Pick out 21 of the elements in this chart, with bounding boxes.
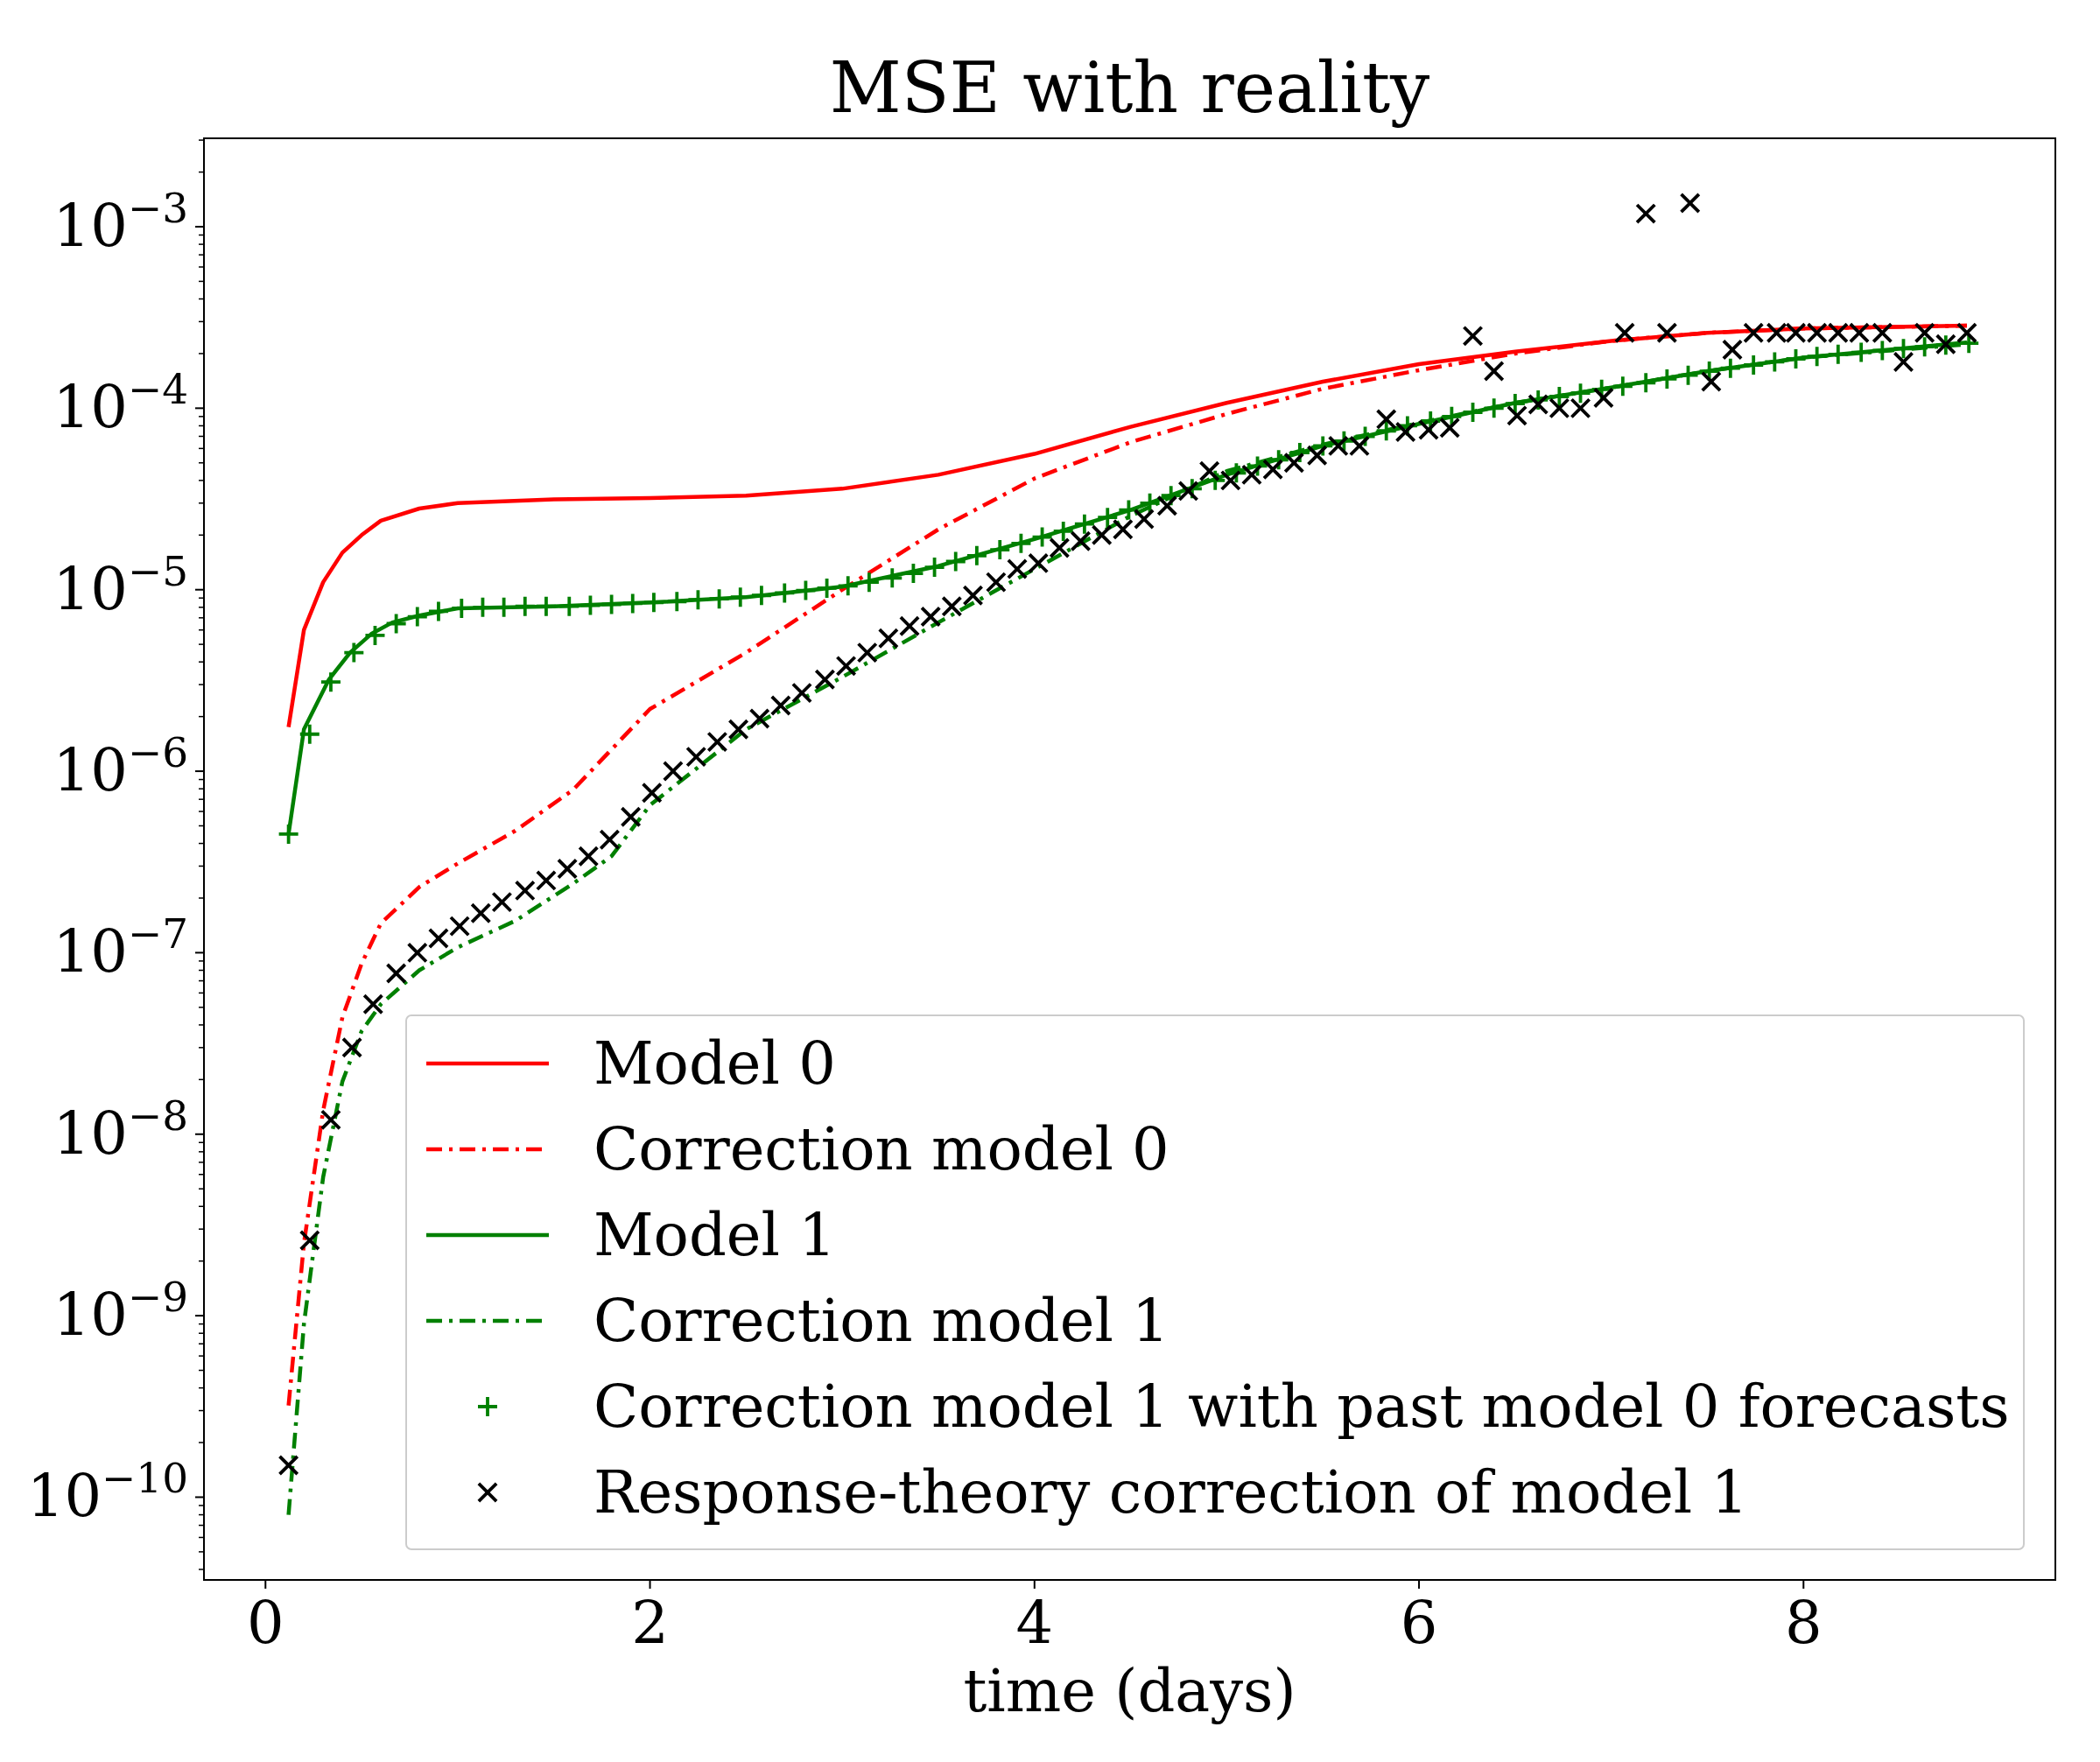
y-tick-label: 10$^{−10}$: [26, 1453, 188, 1531]
x-tick-label: 0: [246, 1589, 284, 1657]
chart-title: MSE with reality: [829, 47, 1430, 129]
y-tick-label: 10$^{−5}$: [53, 546, 188, 623]
legend-label: Model 1: [593, 1201, 836, 1269]
legend-label: Correction model 1 with past model 0 forecasts: [593, 1372, 2010, 1441]
x-axis-title: time (days): [963, 1657, 1296, 1725]
y-tick-label: 10$^{−7}$: [53, 909, 188, 986]
x-tick-label: 6: [1400, 1589, 1438, 1657]
x-tick-label: 4: [1015, 1589, 1054, 1657]
y-tick-label: 10$^{−3}$: [53, 183, 188, 261]
y-tick-label: 10$^{−6}$: [53, 727, 188, 805]
y-tick-label: 10$^{−9}$: [53, 1272, 188, 1350]
x-tick-label: 8: [1784, 1589, 1823, 1657]
legend-label: Model 0: [593, 1029, 836, 1098]
legend-label: Correction model 1: [593, 1287, 1169, 1355]
y-tick-label: 10$^{−8}$: [53, 1091, 188, 1168]
y-tick-label: 10$^{−4}$: [53, 364, 188, 442]
x-tick-label: 2: [631, 1589, 669, 1657]
legend-label: Correction model 0: [593, 1115, 1169, 1183]
legend-label: Response-theory correction of model 1: [593, 1458, 1749, 1527]
